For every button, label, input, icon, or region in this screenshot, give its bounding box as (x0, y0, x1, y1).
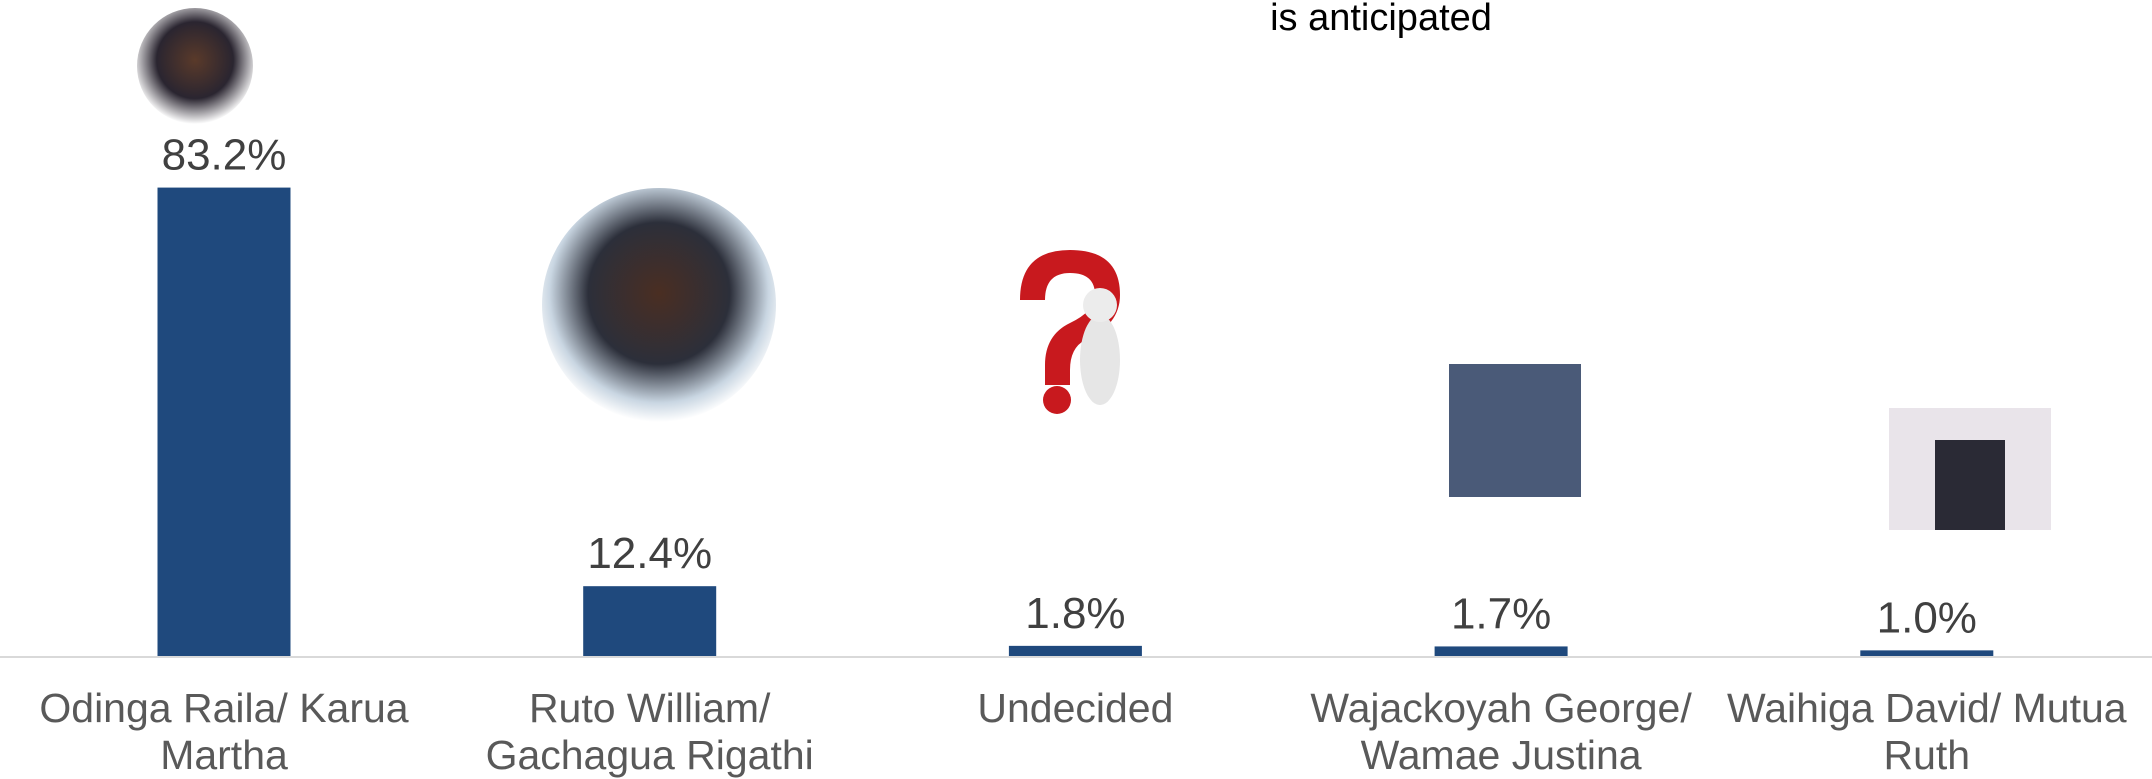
category-label: Wajackoyah George/ Wamae Justina (1310, 685, 1692, 778)
category-label: Waihiga David/ Mutua Ruth (1727, 685, 2127, 778)
value-label: 83.2% (162, 131, 287, 180)
bar (157, 187, 291, 657)
photo (137, 8, 253, 124)
photo (1449, 364, 1581, 497)
bar (1434, 646, 1568, 656)
value-label: 1.8% (1025, 589, 1125, 638)
value-label: 1.7% (1451, 589, 1551, 638)
photo (1935, 440, 2005, 530)
question-icon (1020, 250, 1120, 414)
category-label: Ruto William/ Gachagua Rigathi (485, 685, 814, 778)
value-label: 1.0% (1877, 593, 1977, 642)
value-label: 12.4% (587, 529, 712, 578)
category-label: Odinga Raila/ Karua Martha (39, 685, 409, 778)
chart-title: is anticipated (1270, 0, 1492, 39)
bar (583, 586, 717, 656)
photo (542, 188, 776, 422)
bar (1860, 650, 1994, 656)
category-label: Undecided (977, 685, 1174, 731)
bar (1008, 645, 1142, 656)
